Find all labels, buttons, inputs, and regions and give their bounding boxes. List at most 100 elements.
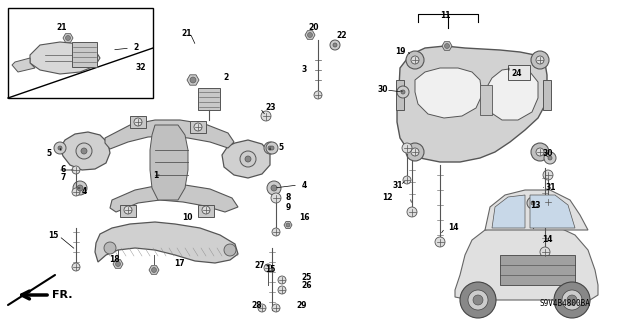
- Text: 17: 17: [174, 258, 184, 268]
- Text: 29: 29: [296, 300, 307, 309]
- Polygon shape: [95, 222, 238, 263]
- Text: 1: 1: [153, 170, 158, 180]
- Text: 5: 5: [278, 144, 283, 152]
- Text: FR.: FR.: [52, 290, 72, 300]
- Circle shape: [403, 176, 411, 184]
- Circle shape: [435, 237, 445, 247]
- Text: 14: 14: [448, 224, 458, 233]
- Circle shape: [267, 181, 281, 195]
- Polygon shape: [487, 68, 538, 120]
- Bar: [190, 121, 206, 133]
- Circle shape: [266, 142, 278, 154]
- Polygon shape: [105, 120, 234, 149]
- Polygon shape: [187, 75, 199, 85]
- Bar: [8, 8, 153, 98]
- Polygon shape: [415, 68, 482, 118]
- Text: 26: 26: [301, 281, 312, 291]
- Text: 20: 20: [308, 23, 319, 32]
- Circle shape: [261, 111, 271, 121]
- Polygon shape: [149, 266, 159, 274]
- Circle shape: [245, 156, 251, 162]
- Text: 2: 2: [133, 43, 138, 53]
- Text: 21: 21: [182, 28, 192, 38]
- Circle shape: [307, 33, 312, 38]
- Polygon shape: [284, 221, 292, 228]
- Polygon shape: [442, 42, 452, 50]
- Circle shape: [124, 206, 132, 214]
- Text: 18: 18: [109, 256, 120, 264]
- Circle shape: [268, 146, 272, 150]
- Circle shape: [548, 156, 552, 160]
- Circle shape: [76, 143, 92, 159]
- Circle shape: [278, 286, 286, 294]
- Circle shape: [330, 40, 340, 50]
- Circle shape: [224, 244, 236, 256]
- Circle shape: [278, 276, 286, 284]
- Circle shape: [468, 290, 488, 310]
- Circle shape: [65, 35, 70, 41]
- Circle shape: [271, 193, 281, 203]
- Circle shape: [544, 152, 556, 164]
- Polygon shape: [492, 195, 525, 228]
- Polygon shape: [396, 80, 404, 110]
- Circle shape: [406, 51, 424, 69]
- Text: 6: 6: [61, 166, 66, 174]
- Polygon shape: [60, 132, 110, 170]
- Text: S9V4B4800BA: S9V4B4800BA: [539, 299, 590, 308]
- Polygon shape: [150, 125, 188, 200]
- Text: 10: 10: [182, 213, 193, 222]
- Bar: [130, 116, 146, 128]
- Text: 21: 21: [56, 24, 67, 33]
- Text: 31: 31: [546, 183, 557, 192]
- Circle shape: [202, 206, 210, 214]
- Circle shape: [240, 151, 256, 167]
- Circle shape: [397, 86, 409, 98]
- Circle shape: [531, 201, 535, 205]
- Polygon shape: [12, 58, 35, 72]
- Text: 5: 5: [47, 149, 52, 158]
- Bar: [198, 88, 220, 110]
- Polygon shape: [397, 46, 547, 162]
- Polygon shape: [530, 195, 575, 228]
- Circle shape: [264, 264, 272, 272]
- Circle shape: [72, 166, 80, 174]
- Polygon shape: [305, 31, 315, 39]
- Polygon shape: [455, 227, 598, 300]
- Text: 23: 23: [265, 103, 275, 113]
- Circle shape: [401, 90, 405, 94]
- Polygon shape: [110, 185, 238, 212]
- Bar: [120, 205, 136, 217]
- Circle shape: [544, 198, 552, 206]
- Circle shape: [264, 142, 276, 154]
- Text: 2: 2: [223, 73, 228, 83]
- Circle shape: [567, 295, 577, 305]
- Circle shape: [272, 228, 280, 236]
- Text: 13: 13: [530, 201, 541, 210]
- Text: 24: 24: [511, 69, 522, 78]
- Polygon shape: [222, 140, 270, 178]
- Circle shape: [531, 143, 549, 161]
- Text: 4: 4: [82, 187, 87, 196]
- Circle shape: [554, 282, 590, 318]
- Text: 30: 30: [543, 149, 554, 158]
- Polygon shape: [63, 34, 73, 42]
- Circle shape: [58, 146, 62, 150]
- Circle shape: [286, 223, 290, 227]
- Circle shape: [54, 142, 66, 154]
- Circle shape: [540, 247, 550, 257]
- Circle shape: [77, 185, 83, 191]
- Circle shape: [411, 148, 419, 156]
- Circle shape: [402, 143, 412, 153]
- Text: 15: 15: [49, 232, 59, 241]
- Circle shape: [445, 43, 449, 48]
- Text: 16: 16: [299, 213, 310, 222]
- Bar: [72, 42, 97, 67]
- Circle shape: [536, 148, 544, 156]
- Circle shape: [473, 295, 483, 305]
- Text: 25: 25: [301, 273, 312, 283]
- Bar: [508, 65, 530, 80]
- Circle shape: [527, 197, 539, 209]
- Circle shape: [407, 207, 417, 217]
- Circle shape: [152, 268, 157, 272]
- Circle shape: [531, 51, 549, 69]
